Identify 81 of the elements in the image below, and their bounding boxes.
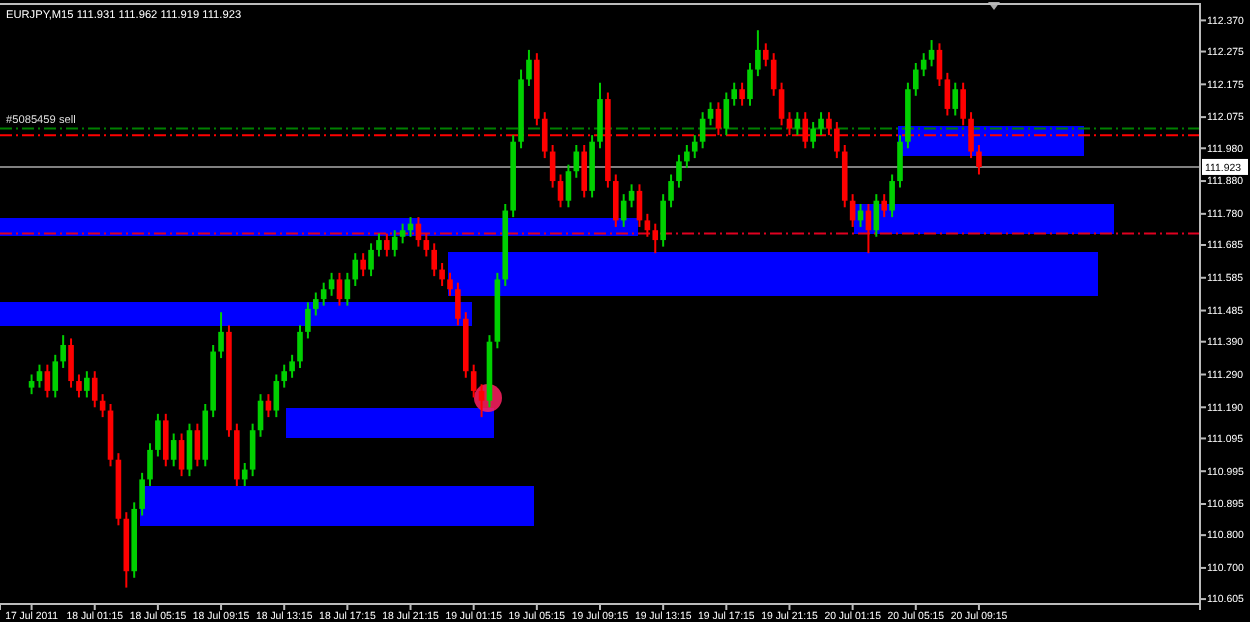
candlestick — [794, 111, 801, 137]
candlestick — [305, 301, 311, 340]
candlestick — [36, 363, 43, 389]
candlestick — [376, 232, 382, 258]
candlestick — [731, 81, 738, 107]
candlestick — [320, 281, 327, 307]
candlestick — [818, 111, 824, 137]
candlestick — [44, 363, 51, 399]
candlestick — [281, 363, 288, 389]
candlestick — [147, 442, 153, 487]
candlestick — [526, 48, 532, 87]
candlestick — [155, 412, 161, 458]
candlestick — [312, 291, 319, 317]
candlestick — [755, 29, 761, 78]
candlestick — [747, 62, 753, 107]
candlestick — [652, 222, 659, 255]
candlestick — [249, 422, 256, 478]
candlestick — [336, 271, 343, 307]
candlestick — [944, 71, 951, 117]
candlestick — [391, 229, 398, 258]
candlestick — [889, 173, 895, 219]
candlestick — [273, 373, 280, 419]
candlestick — [439, 262, 445, 287]
candlestick — [920, 52, 927, 78]
candlestick — [778, 81, 785, 127]
candlestick — [297, 324, 303, 369]
candlestick — [186, 422, 193, 478]
candlestick — [960, 81, 966, 127]
candlestick — [739, 81, 745, 107]
candlestick — [265, 393, 272, 419]
candlestick — [76, 373, 82, 399]
candlestick — [423, 232, 430, 258]
candlestick — [68, 337, 74, 389]
candlestick — [241, 462, 248, 487]
candlestick — [928, 39, 935, 68]
candlestick — [723, 91, 730, 137]
candlestick — [762, 42, 769, 68]
candlestick — [218, 311, 224, 360]
candlestick — [399, 222, 406, 245]
candlestick — [447, 271, 453, 297]
candlestick — [897, 134, 903, 189]
candlestick — [139, 471, 145, 517]
candlestick — [431, 242, 438, 278]
candlestick — [289, 353, 295, 379]
candlestick — [810, 121, 816, 150]
candlestick — [360, 252, 366, 278]
candlestick — [91, 370, 98, 409]
candlestick — [557, 173, 564, 209]
candlestick — [668, 173, 674, 209]
candlestick — [170, 432, 177, 468]
candlestick — [976, 143, 982, 176]
candlestick — [612, 173, 619, 228]
candlestick — [691, 134, 698, 160]
candlestick — [952, 81, 959, 117]
candlestick — [565, 163, 572, 209]
candlestick — [597, 81, 603, 150]
candlestick — [881, 193, 888, 219]
candlestick — [84, 370, 90, 399]
candlestick — [162, 412, 169, 468]
candlestick — [684, 143, 690, 169]
candlestick — [60, 334, 66, 369]
candlestick — [912, 62, 919, 97]
candlestick — [52, 353, 59, 399]
candlestick — [660, 193, 666, 248]
candlestick — [384, 232, 390, 258]
candlestick — [178, 432, 185, 478]
candlestick — [470, 363, 477, 399]
candlestick — [352, 252, 359, 287]
candlestick — [644, 212, 651, 238]
candlestick — [99, 393, 106, 419]
candlestick — [707, 101, 714, 127]
candlestick — [455, 281, 461, 327]
candlestick — [368, 242, 374, 278]
candlestick — [676, 153, 682, 189]
candlestick — [344, 271, 351, 307]
candlestick — [328, 271, 335, 297]
candlestick — [628, 183, 635, 209]
candlestick — [478, 383, 485, 419]
candlestick — [194, 422, 201, 468]
candlestick — [581, 143, 588, 199]
candlestick — [28, 373, 35, 396]
